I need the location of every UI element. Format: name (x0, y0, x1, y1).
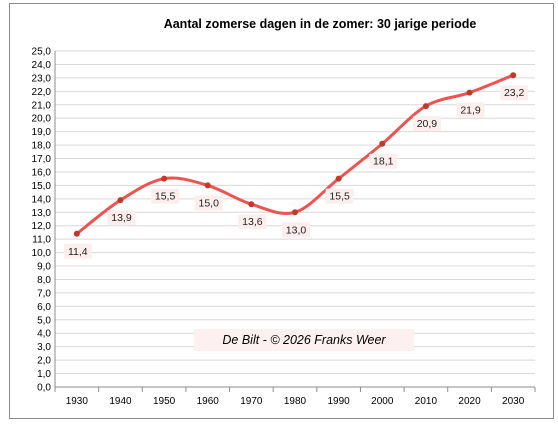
y-tick-label: 11,0 (32, 235, 51, 246)
data-label-text: 15,5 (155, 191, 176, 203)
data-label: 15,5 (325, 188, 354, 204)
data-label: 15,0 (194, 195, 223, 211)
data-label: 23,2 (500, 85, 529, 101)
y-tick-label: 21,0 (32, 100, 52, 111)
data-label: 13,9 (107, 210, 136, 226)
data-label-bg (63, 243, 92, 259)
data-point-marker (422, 103, 429, 110)
data-label: 13,0 (282, 222, 310, 238)
y-tick-label: 3,0 (37, 342, 51, 353)
data-label-bg (238, 214, 267, 230)
data-label: 18,1 (369, 153, 398, 169)
watermark-box (194, 329, 414, 351)
y-tick-label: 16,0 (32, 167, 52, 178)
y-tick-label: 1,0 (37, 369, 51, 380)
data-point-marker (73, 230, 80, 237)
x-tick-label: 1960 (197, 396, 220, 407)
data-label-text: 13,9 (111, 212, 132, 224)
y-tick-label: 9,0 (37, 262, 51, 273)
x-tick-label: 2010 (415, 396, 438, 407)
x-tick-label: 1940 (109, 396, 132, 407)
y-tick-label: 4,0 (37, 329, 51, 340)
x-tick-label: 2020 (458, 396, 481, 407)
x-tick-label: 1930 (66, 396, 89, 407)
y-tick-label: 2,0 (37, 356, 51, 367)
x-tick-label: 2030 (502, 396, 525, 407)
data-point-marker (204, 182, 211, 189)
series-layer (73, 72, 517, 237)
y-tick-label: 10,0 (32, 248, 52, 259)
data-labels: 11,4 13,9 15,5 15,0 13,6 13,0 15,5 18,1 20,9 21,9… (63, 85, 529, 259)
data-label-bg (282, 222, 310, 238)
y-tick-label: 25,0 (32, 47, 52, 58)
x-tick-label: 1980 (284, 396, 307, 407)
y-tick-label: 5,0 (37, 315, 51, 326)
data-label-bg (412, 116, 441, 132)
x-axis-ticks: 1930 1940 1950 1960 1970 1980 1990 2000 2010 2020… (66, 396, 525, 407)
y-tick-label: 23,0 (32, 73, 52, 84)
data-point-marker (161, 175, 168, 182)
data-label-bg (456, 102, 485, 118)
x-tick-label: 1950 (153, 396, 176, 407)
data-label: 21,9 (456, 102, 485, 118)
data-label-text: 20,9 (417, 118, 438, 130)
y-tick-label: 17,0 (32, 154, 52, 165)
data-label-text: 18,1 (373, 156, 394, 168)
chart-title: Aantal zomerse dagen in de zomer: 30 jar… (164, 17, 477, 31)
data-label-text: 15,0 (199, 197, 220, 209)
y-tick-label: 6,0 (37, 302, 51, 313)
data-point-marker (292, 209, 298, 216)
data-label-bg (325, 188, 354, 204)
data-label-text: 11,4 (68, 246, 88, 258)
data-label-bg (369, 153, 398, 169)
y-tick-label: 22,0 (32, 87, 52, 98)
data-label: 11,4 (63, 243, 92, 259)
x-tick-label: 1990 (328, 396, 351, 407)
data-point-marker (466, 89, 473, 96)
data-label: 15,5 (151, 188, 180, 204)
y-tick-label: 19,0 (32, 127, 52, 138)
data-point-marker (379, 140, 386, 147)
data-label-text: 15,5 (329, 191, 350, 203)
x-tick-label: 2000 (371, 396, 394, 407)
axes (54, 51, 536, 392)
data-point-marker (117, 197, 124, 204)
data-label-text: 13,6 (242, 216, 263, 228)
y-tick-label: 13,0 (32, 208, 52, 219)
y-tick-label: 18,0 (32, 141, 52, 152)
data-point-marker (510, 72, 517, 79)
y-tick-label: 20,0 (32, 114, 52, 125)
data-label: 20,9 (412, 116, 441, 132)
data-point-marker (248, 201, 255, 208)
y-tick-label: 15,0 (32, 181, 52, 192)
y-tick-label: 14,0 (32, 194, 52, 205)
data-label-text: 23,2 (504, 87, 525, 99)
y-tick-label: 7,0 (37, 288, 51, 299)
y-axis-ticks: 0,0 1,0 2,0 3,0 4,0 5,0 6,0 7,0 8,0 9,0 10,0 11,0 12… (32, 47, 52, 394)
y-tick-label: 24,0 (32, 60, 52, 71)
watermark-annotation: De Bilt - © 2026 Franks Weer (194, 329, 414, 351)
data-label-bg (194, 195, 223, 211)
data-label: 13,6 (238, 214, 267, 230)
data-label-bg (151, 188, 180, 204)
data-label-bg (107, 210, 136, 226)
data-label-text: 13,0 (286, 224, 307, 236)
chart-frame: Aantal zomerse dagen in de zomer: 30 jar… (9, 3, 554, 419)
x-tick-label: 1970 (240, 396, 263, 407)
data-point-marker (335, 175, 342, 182)
y-tick-label: 0,0 (37, 383, 51, 394)
line-chart: Aantal zomerse dagen in de zomer: 30 jar… (32, 17, 536, 407)
data-label-text: 21,9 (460, 105, 481, 117)
y-tick-label: 8,0 (37, 275, 51, 286)
watermark-text: De Bilt - © 2026 Franks Weer (222, 333, 386, 347)
y-tick-label: 12,0 (32, 221, 52, 232)
data-label-bg (500, 85, 529, 101)
